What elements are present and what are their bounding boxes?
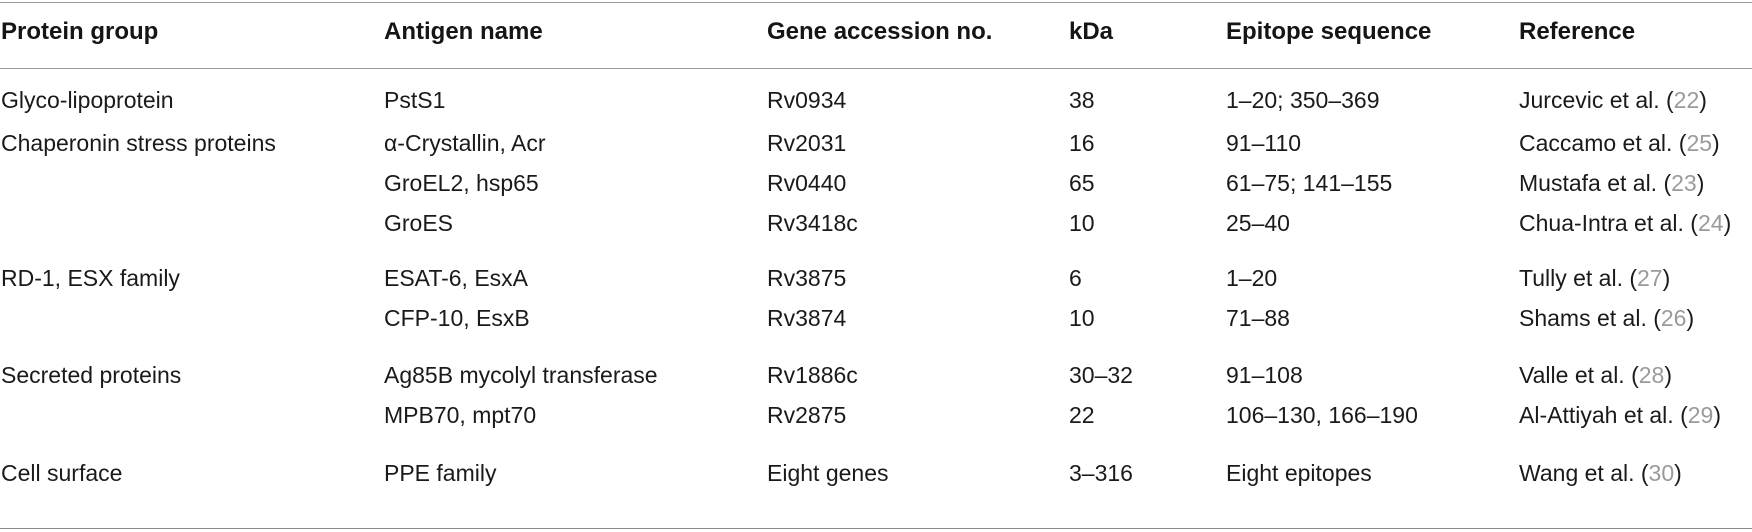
cell-antigen-name: GroEL2, hsp65 [384, 170, 539, 196]
cell-protein-group: Secreted proteins [1, 362, 182, 388]
cell-kda: 6 [1069, 265, 1082, 291]
cell-antigen-name: MPB70, mpt70 [384, 402, 537, 428]
cell-kda: 10 [1069, 210, 1095, 236]
cell-antigen-name: CFP-10, EsxB [384, 305, 530, 331]
reference-author: Caccamo et al. ( [1519, 130, 1687, 156]
table-header-rule [0, 68, 1752, 69]
reference-author: Shams et al. ( [1519, 305, 1661, 331]
cell-epitope-sequence: 1–20; 350–369 [1226, 87, 1380, 113]
cell-reference: Shams et al. (26) [1519, 299, 1694, 337]
cell-gene-accession: Rv3874 [767, 305, 847, 331]
cell-protein-group: Cell surface [1, 460, 123, 486]
cell-antigen-name: α-Crystallin, Acr [384, 130, 546, 156]
cell-protein-group: Glyco-lipoprotein [1, 87, 174, 113]
table-bottom-rule [0, 528, 1752, 529]
reference-close-paren: ) [1664, 362, 1673, 388]
table-row: RD-1, ESX family ESAT-6, EsxA Rv3875 6 1… [0, 259, 1752, 297]
reference-number-link[interactable]: 24 [1697, 210, 1724, 236]
cell-antigen-name: Ag85B mycolyl transferase [384, 362, 658, 388]
cell-kda: 30–32 [1069, 362, 1133, 388]
cell-kda: 65 [1069, 170, 1095, 196]
table-row: CFP-10, EsxB Rv3874 10 71–88 Shams et al… [0, 299, 1752, 337]
reference-number-link[interactable]: 23 [1671, 170, 1697, 196]
reference-author: Tully et al. ( [1519, 265, 1638, 291]
cell-kda: 38 [1069, 87, 1095, 113]
cell-reference: Chua-Intra et al. (24) [1519, 204, 1731, 242]
header-gene-accession: Gene accession no. [767, 18, 993, 45]
reference-number-link[interactable]: 29 [1687, 402, 1714, 428]
cell-antigen-name: PstS1 [384, 87, 446, 113]
header-reference: Reference [1519, 18, 1636, 45]
cell-reference: Wang et al. (30) [1519, 454, 1682, 492]
cell-epitope-sequence: 106–130, 166–190 [1226, 402, 1418, 428]
reference-close-paren: ) [1699, 87, 1707, 113]
reference-close-paren: ) [1674, 460, 1682, 486]
table-row: GroES Rv3418c 10 25–40 Chua-Intra et al.… [0, 204, 1752, 242]
cell-gene-accession: Rv0934 [767, 87, 847, 113]
cell-gene-accession: Eight genes [767, 460, 889, 486]
table-row: GroEL2, hsp65 Rv0440 65 61–75; 141–155 M… [0, 164, 1752, 202]
reference-number-link[interactable]: 26 [1660, 305, 1687, 331]
table-row: Chaperonin stress proteins α-Crystallin,… [0, 124, 1752, 162]
reference-close-paren: ) [1712, 130, 1720, 156]
reference-number-link[interactable]: 28 [1638, 362, 1665, 388]
cell-reference: Mustafa et al. (23) [1519, 164, 1704, 202]
cell-gene-accession: Rv1886c [767, 362, 858, 388]
cell-protein-group: RD-1, ESX family [1, 265, 180, 291]
table-row: MPB70, mpt70 Rv2875 22 106–130, 166–190 … [0, 396, 1752, 434]
table-header-row: Protein group Antigen name Gene accessio… [0, 13, 1752, 51]
reference-author: Mustafa et al. ( [1519, 170, 1672, 196]
cell-epitope-sequence: 25–40 [1226, 210, 1290, 236]
cell-reference: Caccamo et al. (25) [1519, 124, 1720, 162]
table-row: Glyco-lipoprotein PstS1 Rv0934 38 1–20; … [0, 81, 1752, 119]
cell-reference: Valle et al. (28) [1519, 356, 1672, 394]
cell-epitope-sequence: 91–108 [1226, 362, 1303, 388]
cell-antigen-name: PPE family [384, 460, 497, 486]
reference-number-link[interactable]: 22 [1673, 87, 1700, 113]
cell-kda: 16 [1069, 130, 1095, 156]
table-row: Cell surface PPE family Eight genes 3–31… [0, 454, 1752, 492]
reference-author: Wang et al. ( [1519, 460, 1649, 486]
cell-gene-accession: Rv2875 [767, 402, 847, 428]
cell-reference: Tully et al. (27) [1519, 259, 1670, 297]
cell-kda: 22 [1069, 402, 1095, 428]
table-row: Secreted proteins Ag85B mycolyl transfer… [0, 356, 1752, 394]
cell-gene-accession: Rv3418c [767, 210, 858, 236]
cell-antigen-name: GroES [384, 210, 454, 236]
header-protein-group: Protein group [1, 18, 159, 45]
cell-reference: Al-Attiyah et al. (29) [1519, 396, 1721, 434]
cell-epitope-sequence: Eight epitopes [1226, 460, 1372, 486]
reference-number-link[interactable]: 25 [1686, 130, 1713, 156]
reference-author: Chua-Intra et al. ( [1519, 210, 1698, 236]
cell-protein-group: Chaperonin stress proteins [1, 130, 276, 156]
cell-epitope-sequence: 1–20 [1226, 265, 1278, 291]
cell-epitope-sequence: 71–88 [1226, 305, 1290, 331]
cell-gene-accession: Rv0440 [767, 170, 847, 196]
cell-epitope-sequence: 61–75; 141–155 [1226, 170, 1393, 196]
cell-reference: Jurcevic et al. (22) [1519, 81, 1707, 119]
reference-close-paren: ) [1713, 402, 1721, 428]
reference-close-paren: ) [1662, 265, 1671, 291]
reference-number-link[interactable]: 27 [1637, 265, 1663, 291]
reference-author: Al-Attiyah et al. ( [1519, 402, 1688, 428]
reference-close-paren: ) [1686, 305, 1695, 331]
header-kda: kDa [1069, 18, 1114, 45]
cell-epitope-sequence: 91–110 [1226, 130, 1302, 156]
reference-author: Jurcevic et al. ( [1519, 87, 1674, 113]
reference-close-paren: ) [1723, 210, 1732, 236]
cell-kda: 3–316 [1069, 460, 1133, 486]
cell-gene-accession: Rv3875 [767, 265, 847, 291]
header-epitope-sequence: Epitope sequence [1226, 18, 1432, 45]
cell-antigen-name: ESAT-6, EsxA [384, 265, 529, 291]
reference-number-link[interactable]: 30 [1648, 460, 1675, 486]
reference-author: Valle et al. ( [1519, 362, 1639, 388]
reference-close-paren: ) [1696, 170, 1705, 196]
table-top-rule [0, 2, 1752, 3]
cell-kda: 10 [1069, 305, 1095, 331]
cell-gene-accession: Rv2031 [767, 130, 847, 156]
header-antigen-name: Antigen name [384, 18, 543, 45]
